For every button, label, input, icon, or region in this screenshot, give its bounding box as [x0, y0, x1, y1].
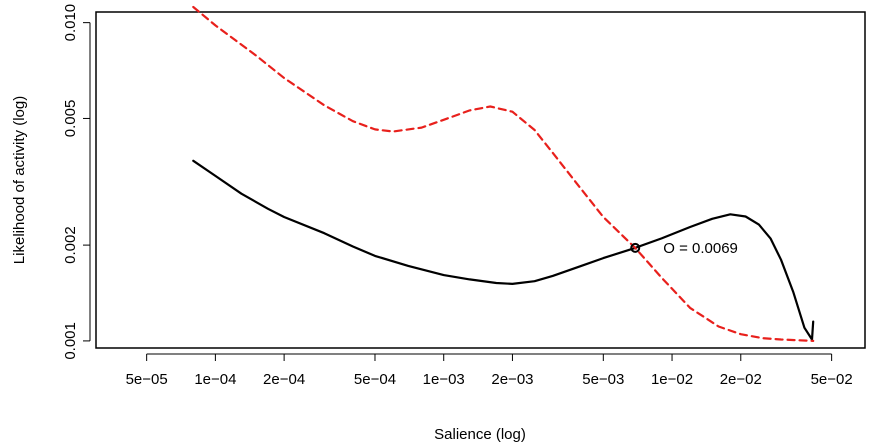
series-line-2 — [192, 5, 815, 342]
series-layer — [192, 5, 815, 342]
x-tick-label: 5e−02 — [811, 371, 853, 388]
x-axis-label: Salience (log) — [434, 426, 526, 443]
x-tick-label: 5e−03 — [582, 371, 624, 388]
x-axis: 5e−05 1e−04 2e−04 5e−04 1e−03 2e−03 5e−03 1e−02… — [126, 353, 853, 388]
plot-frame — [95, 11, 866, 349]
y-tick-label: 0.002 — [62, 226, 79, 264]
x-tick-label: 5e−04 — [354, 371, 396, 388]
x-tick-label: 2e−04 — [263, 371, 305, 388]
crossing-point-marker — [630, 242, 641, 253]
crossing-point-label: O = 0.0069 — [663, 240, 738, 257]
x-tick-label: 2e−02 — [720, 371, 762, 388]
y-axis-label: Likelihood of activity (log) — [11, 96, 28, 264]
y-tick-label: 0.010 — [62, 4, 79, 42]
y-tick-label: 0.001 — [62, 322, 79, 360]
x-tick-label: 2e−03 — [491, 371, 533, 388]
x-tick-label: 1e−02 — [651, 371, 693, 388]
x-tick-label: 5e−05 — [126, 371, 168, 388]
x-tick-label: 1e−03 — [423, 371, 465, 388]
y-tick-label: 0.005 — [62, 100, 79, 138]
series-line-1 — [192, 159, 815, 341]
x-tick-label: 1e−04 — [194, 371, 236, 388]
y-axis: 0.001 0.002 0.005 0.010 — [62, 4, 91, 360]
